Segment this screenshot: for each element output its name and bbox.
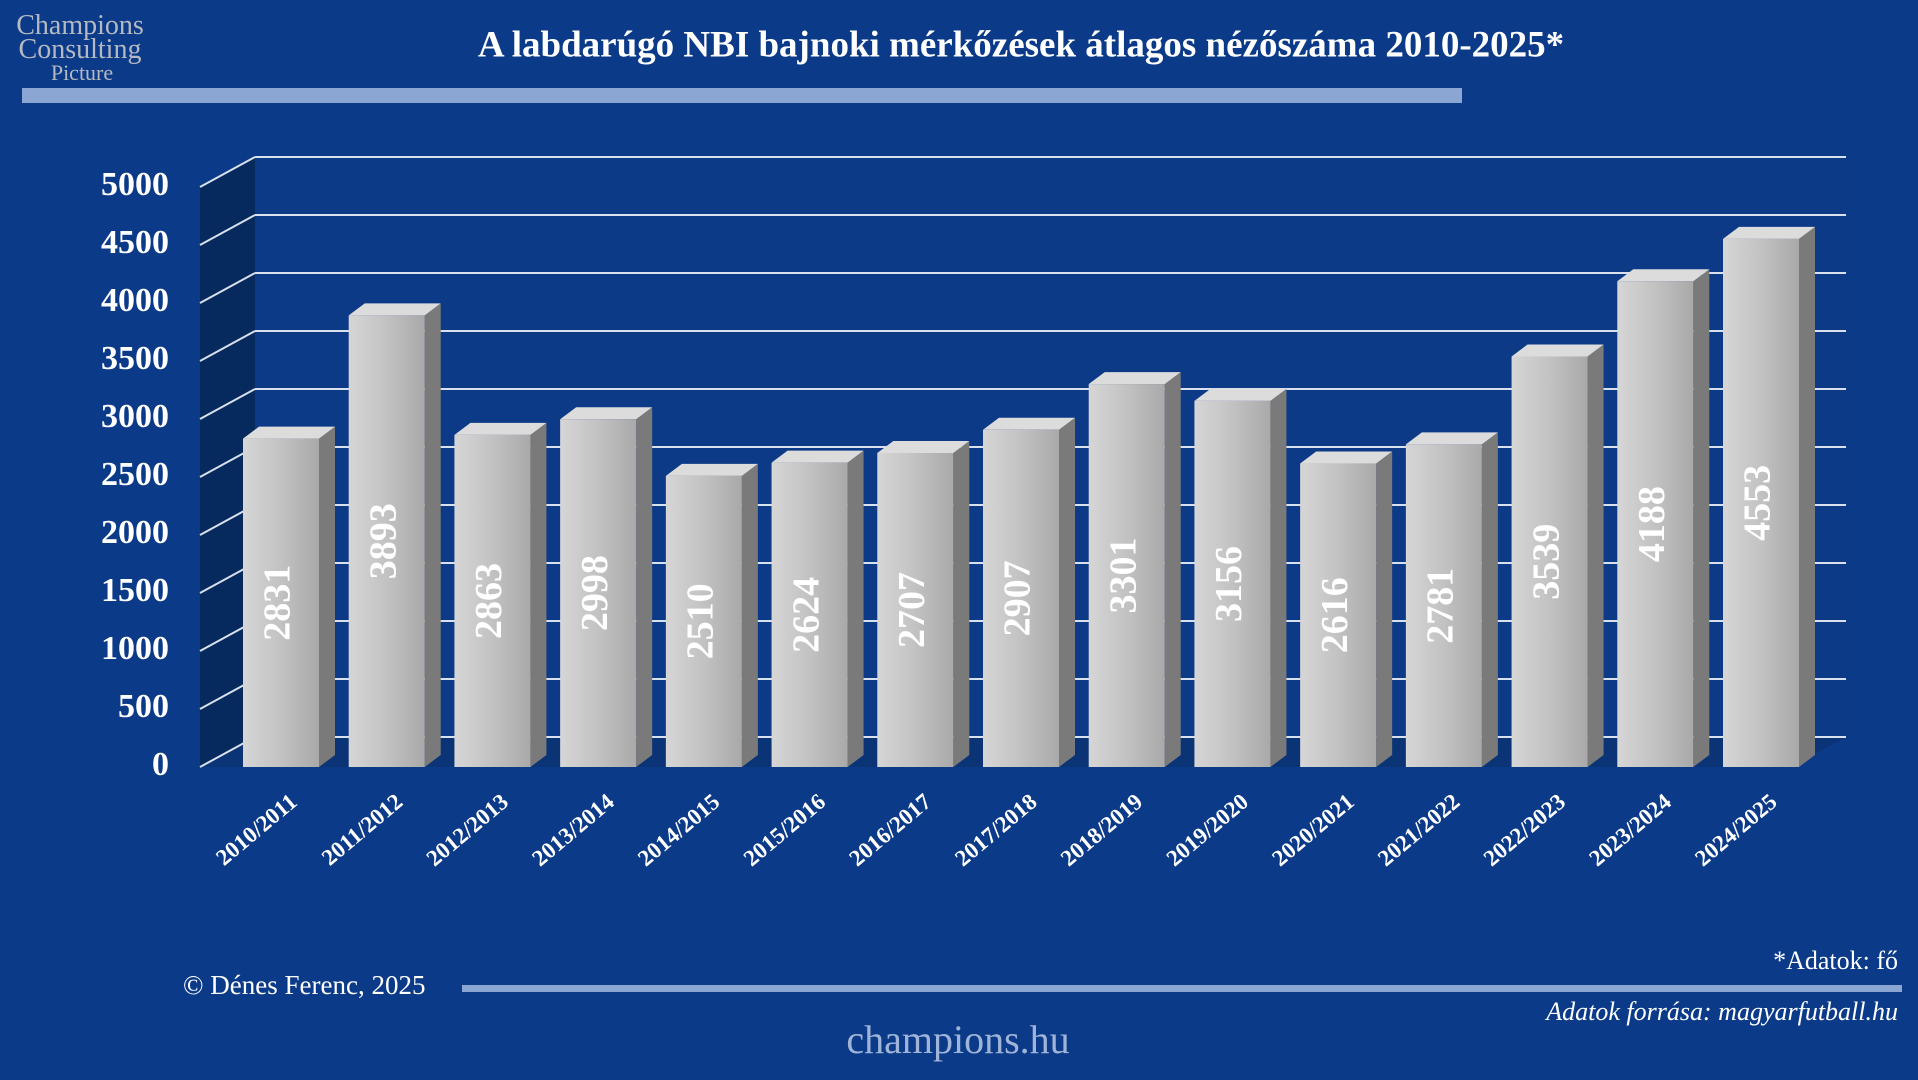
value-label: 2998 xyxy=(574,555,616,631)
title-underline xyxy=(22,88,1462,103)
y-tick-label: 3500 xyxy=(101,340,169,377)
value-label: 2781 xyxy=(1420,568,1462,644)
grid-line-side xyxy=(199,214,256,246)
bar-side xyxy=(1059,417,1075,767)
grid-line-side xyxy=(199,330,256,362)
site: champions.hu xyxy=(846,1017,1069,1062)
y-tick-label: 1500 xyxy=(101,572,169,609)
bar-side xyxy=(1270,388,1287,767)
bar-top xyxy=(665,463,758,476)
bar-side xyxy=(636,407,653,767)
bar xyxy=(560,419,637,767)
bar-top xyxy=(1088,372,1181,385)
bar xyxy=(1300,463,1377,767)
bar xyxy=(1511,356,1588,767)
bar-side xyxy=(953,440,970,767)
y-tick-label: 2500 xyxy=(101,456,169,493)
bar-top xyxy=(1300,451,1393,464)
y-tick-label: 1000 xyxy=(101,630,169,667)
bar xyxy=(771,462,848,767)
logo-line: Champions xyxy=(16,10,144,41)
y-tick-label: 500 xyxy=(118,688,169,725)
footer-line xyxy=(462,985,1902,992)
bar xyxy=(665,475,742,767)
bar xyxy=(1405,444,1482,767)
value-label: 4188 xyxy=(1631,486,1673,562)
bar xyxy=(348,315,425,767)
bar-side xyxy=(1481,432,1498,767)
value-label: 2707 xyxy=(891,572,933,648)
bar-side xyxy=(424,303,441,767)
bar-side xyxy=(741,463,758,767)
bar-top xyxy=(243,426,335,439)
bar xyxy=(1088,384,1165,767)
bar-side xyxy=(1693,269,1710,767)
y-tick-label: 3000 xyxy=(101,398,169,435)
bar-top xyxy=(983,417,1075,430)
value-label: 3539 xyxy=(1525,524,1567,600)
value-label: 4553 xyxy=(1737,465,1779,541)
bar xyxy=(454,434,531,767)
unit-note: *Adatok: fő xyxy=(1773,946,1898,975)
value-label: 2624 xyxy=(785,577,827,653)
bar-side xyxy=(530,422,547,767)
y-tick-label: 4000 xyxy=(101,282,169,319)
bar-top xyxy=(1194,388,1287,401)
value-label: 2863 xyxy=(468,563,510,639)
value-label: 2907 xyxy=(997,560,1039,636)
y-tick-label: 0 xyxy=(152,746,169,783)
bar xyxy=(877,452,954,767)
bar-top xyxy=(877,440,970,453)
value-label: 3893 xyxy=(362,503,404,579)
bar-top xyxy=(1617,269,1710,282)
value-label: 3156 xyxy=(1208,546,1250,622)
bar-top xyxy=(1405,432,1498,445)
bar xyxy=(243,438,319,767)
y-tick-label: 5000 xyxy=(101,166,169,203)
bar-side xyxy=(319,426,335,767)
bar xyxy=(1617,281,1694,767)
value-label: 2510 xyxy=(680,583,722,659)
bar xyxy=(983,429,1059,767)
value-label: 2831 xyxy=(257,565,299,641)
value-label: 3301 xyxy=(1102,538,1144,614)
bar-side xyxy=(1164,372,1181,767)
copyright: © Dénes Ferenc, 2025 xyxy=(183,970,425,1000)
bar xyxy=(1194,400,1271,767)
grid-line-side xyxy=(199,388,256,420)
bar-side xyxy=(847,450,864,767)
bar-top xyxy=(771,450,864,463)
grid-line-side xyxy=(199,156,256,188)
plot: 0 500 1000 1500 2000 2500 3000 3500 4000 4500 5000… xyxy=(101,156,1846,871)
bar-side xyxy=(1587,344,1604,767)
source: Adatok forrása: magyarfutball.hu xyxy=(1544,997,1898,1026)
y-tick-label: 2000 xyxy=(101,514,169,551)
grid-line-side xyxy=(199,272,256,304)
value-label: 2616 xyxy=(1314,577,1356,653)
bar-top xyxy=(1723,226,1815,239)
bar xyxy=(1723,238,1799,768)
bar-side xyxy=(1799,226,1815,768)
bar-top xyxy=(454,422,547,435)
chart-title: A labdarúgó NBI bajnoki mérkőzések átlag… xyxy=(478,24,1564,65)
bar-top xyxy=(348,303,441,316)
y-tick-label: 4500 xyxy=(101,224,169,261)
logo-line: Consulting xyxy=(19,34,142,65)
bar-side xyxy=(1376,451,1393,767)
logo-line: Picture xyxy=(51,60,113,85)
bar-top xyxy=(1511,344,1604,357)
logo: Champions Consulting Picture xyxy=(16,10,144,85)
bar-top xyxy=(560,407,653,420)
